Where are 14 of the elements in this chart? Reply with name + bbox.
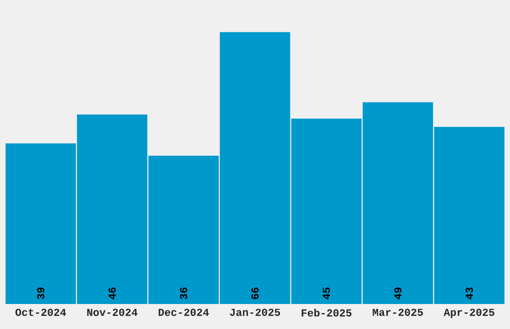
data-label: 36 <box>180 288 188 300</box>
x-tick-label: Apr-2025 <box>444 308 494 318</box>
x-tick-label: Nov-2024 <box>87 308 138 316</box>
data-label: 46 <box>108 288 116 300</box>
x-tick-label: Mar-2025 <box>372 308 423 316</box>
data-label: 39 <box>37 288 44 300</box>
data-label: 66 <box>251 288 259 300</box>
data-label: 43 <box>466 287 473 300</box>
x-tick-label: Jan-2025 <box>230 308 280 316</box>
data-label: 49 <box>394 288 402 300</box>
x-tick-label: Feb-2025 <box>302 308 352 317</box>
x-tick-label: Dec-2024 <box>158 308 209 316</box>
data-label: 45 <box>322 287 330 300</box>
x-tick-label: Oct-2024 <box>15 308 66 316</box>
